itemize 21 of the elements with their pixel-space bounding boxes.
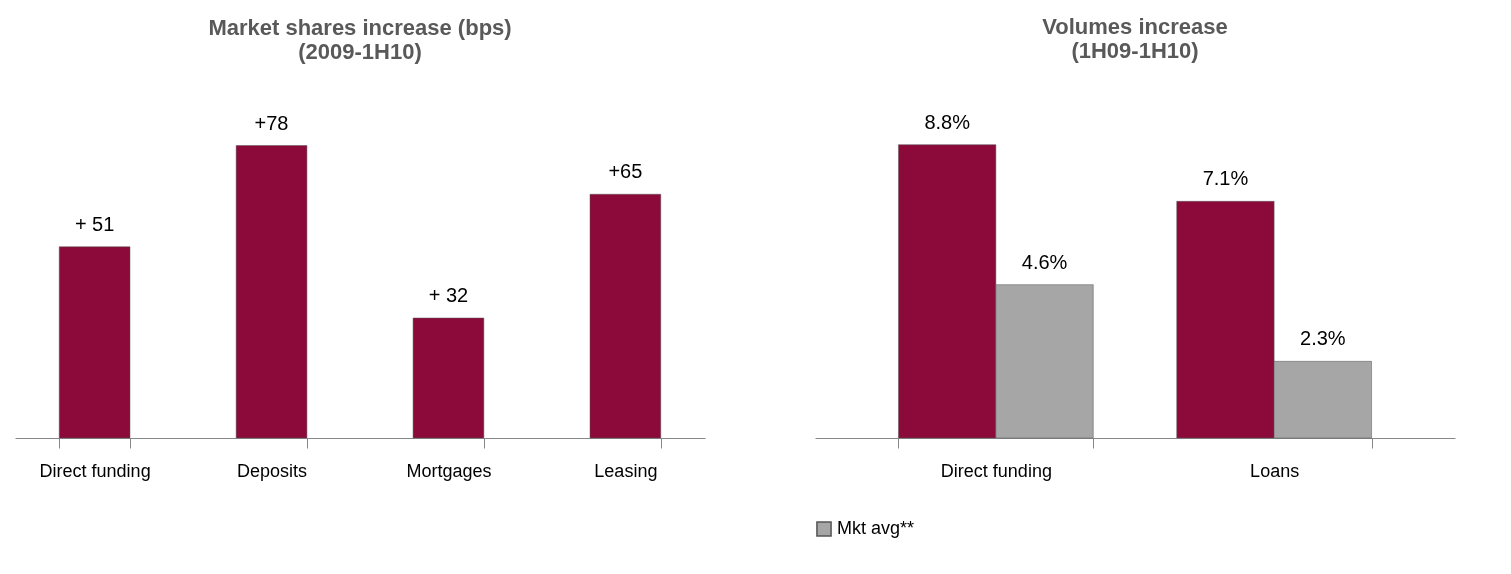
data-label: + 32 — [428, 284, 469, 306]
data-label: + 51 — [74, 212, 115, 235]
chart-title: Volumes increase (1H09-1H10) — [1042, 13, 1228, 63]
data-label: +78 — [254, 111, 289, 134]
x-tick-label: Leasing — [594, 460, 658, 481]
bar — [412, 317, 485, 439]
data-label: 8.8% — [924, 110, 971, 133]
data-label: 7.1% — [1202, 167, 1249, 190]
bar — [589, 194, 662, 439]
bar — [58, 246, 131, 439]
x-tick-label: Direct funding — [39, 460, 151, 481]
data-label: +65 — [608, 160, 643, 183]
bar — [235, 145, 308, 439]
data-label: 4.6% — [1021, 250, 1068, 273]
chart-title: Market shares increase (bps) (2009-1H10) — [208, 14, 512, 64]
x-tick-label: Mortgages — [406, 460, 492, 481]
x-tick-label: Loans — [1250, 460, 1300, 481]
x-tick-label: Deposits — [237, 460, 308, 481]
legend-label: Mkt avg** — [837, 518, 915, 538]
data-label: 2.3% — [1300, 327, 1346, 350]
x-tick-label: Direct funding — [940, 460, 1052, 481]
